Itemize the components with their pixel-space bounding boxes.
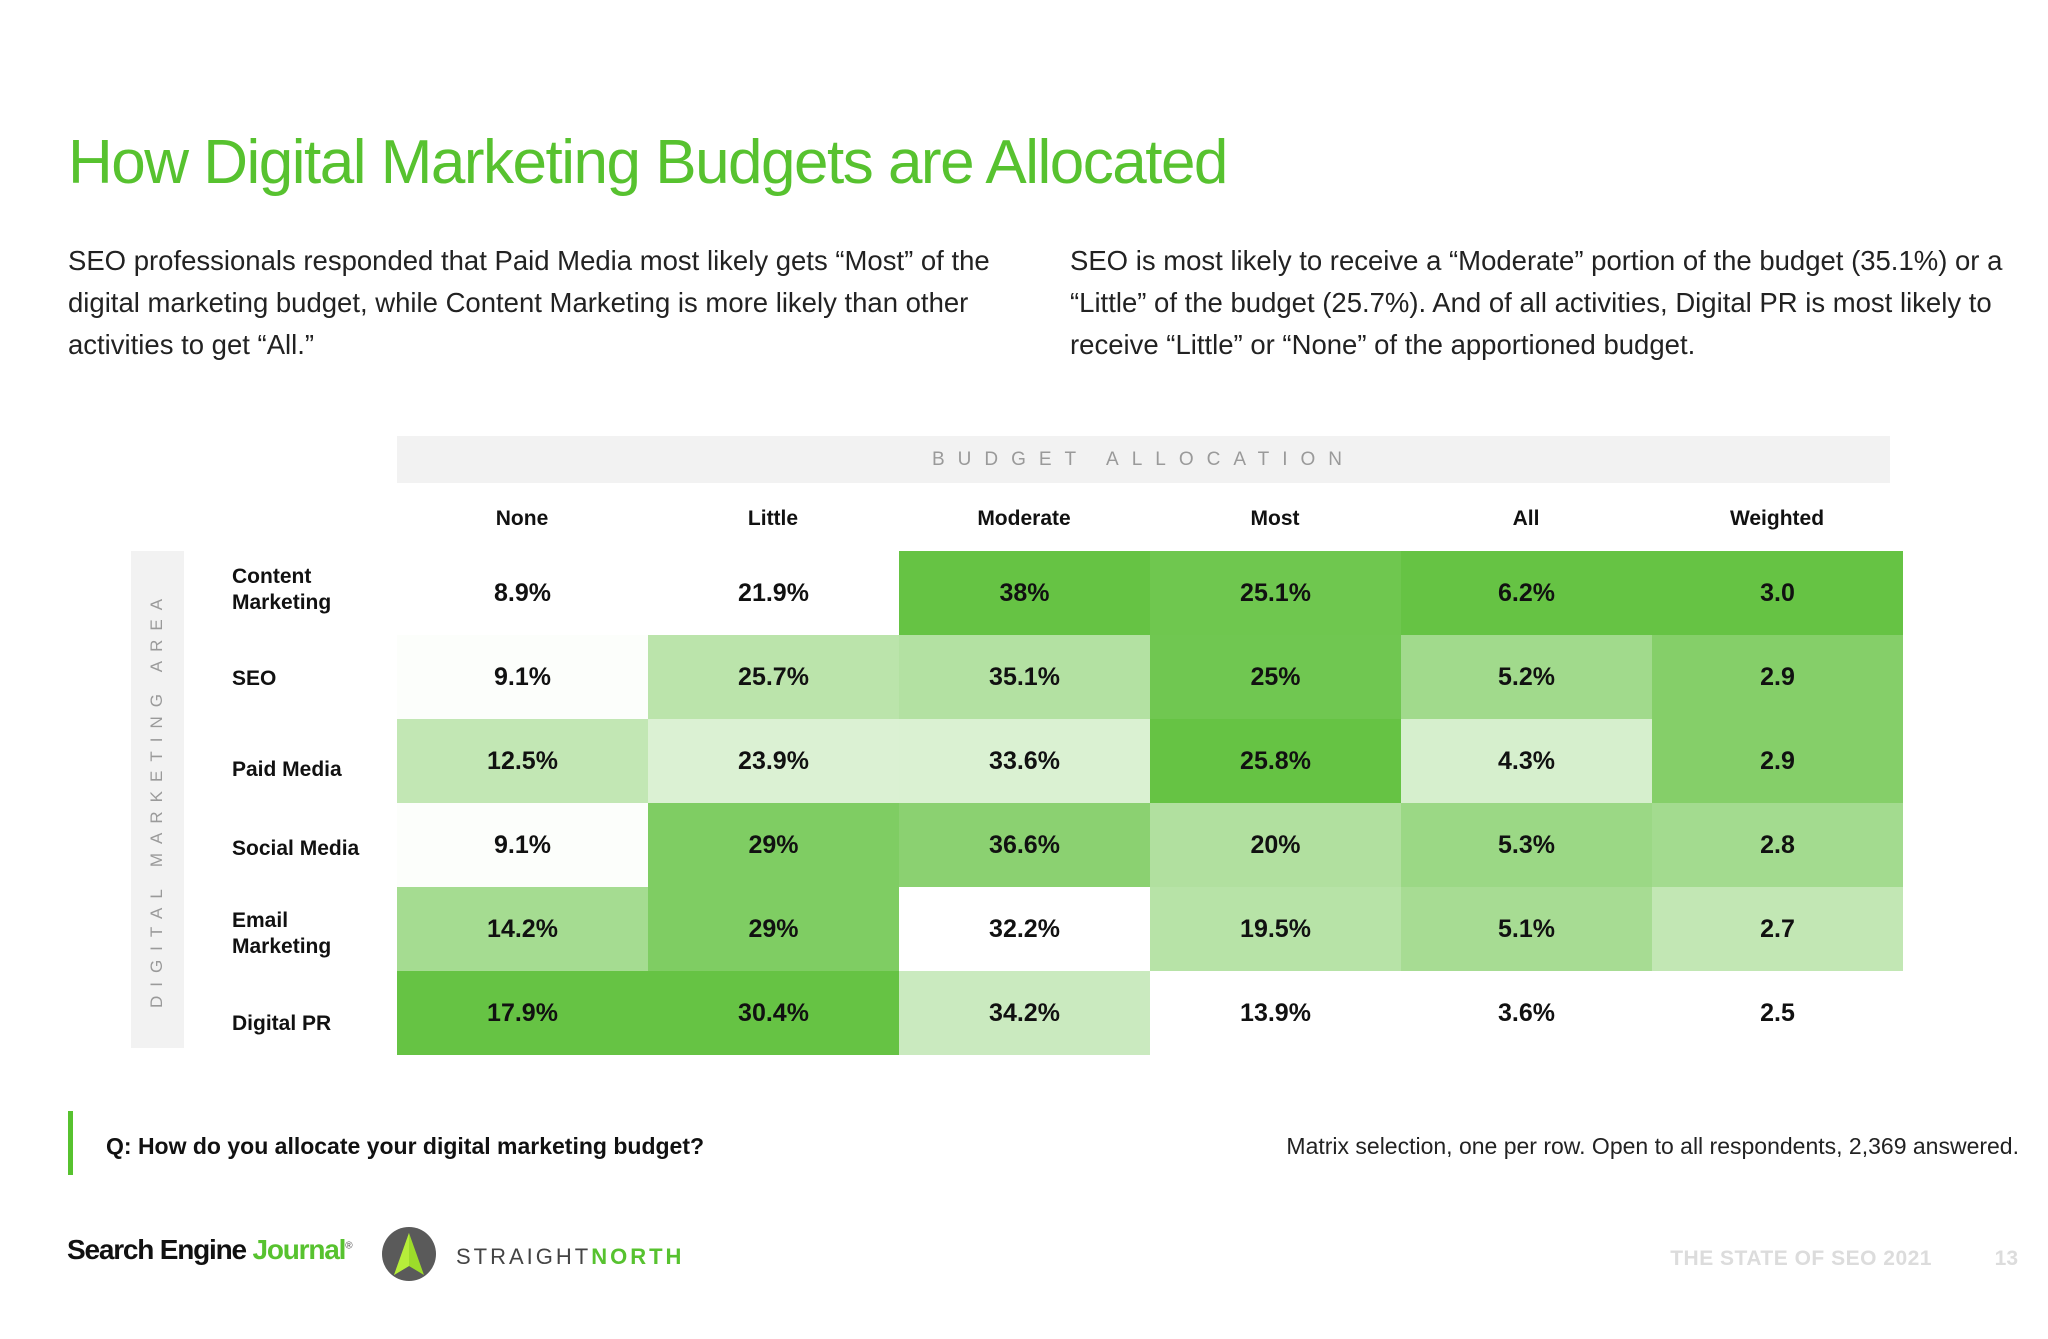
- heatmap-cell: 20%: [1150, 803, 1401, 887]
- heatmap-cell: 8.9%: [397, 551, 648, 635]
- report-title: THE STATE OF SEO 2021: [1670, 1247, 1932, 1270]
- heatmap-cell: 2.7: [1652, 887, 1903, 971]
- heatmap-cell: 2.8: [1652, 803, 1903, 887]
- heatmap-cell: 32.2%: [899, 887, 1150, 971]
- y-axis-title: DIGITAL MARKETING AREA: [147, 589, 166, 1009]
- logo-sej-part1: Search Engine: [67, 1234, 253, 1265]
- row-header-digital-pr: Digital PR: [232, 1012, 332, 1035]
- heatmap-cell: 23.9%: [648, 719, 899, 803]
- column-header-weighted: Weighted: [1729, 507, 1825, 530]
- heatmap-cell: 2.9: [1652, 635, 1903, 719]
- heatmap-cell: 25.7%: [648, 635, 899, 719]
- survey-question: Q: How do you allocate your digital mark…: [106, 1133, 705, 1159]
- heatmap-cell: 30.4%: [648, 971, 899, 1055]
- heatmap-cell: 12.5%: [397, 719, 648, 803]
- straight-north-logo-icon: [382, 1227, 436, 1281]
- page-title: How Digital Marketing Budgets are Alloca…: [68, 128, 1228, 197]
- row-header-social-media: Social Media: [232, 837, 360, 860]
- methodology-note: Matrix selection, one per row. Open to a…: [1286, 1133, 2019, 1159]
- y-axis-band: DIGITAL MARKETING AREA: [131, 551, 184, 1048]
- logo-sej-mark: ®: [345, 1240, 353, 1252]
- heatmap-cell: 35.1%: [899, 635, 1150, 719]
- heatmap-cell: 13.9%: [1150, 971, 1401, 1055]
- logo-sn-part1: STRAIGHT: [456, 1244, 592, 1269]
- heatmap-cell: 36.6%: [899, 803, 1150, 887]
- heatmap-cell: 19.5%: [1150, 887, 1401, 971]
- heatmap-cell: 3.0: [1652, 551, 1903, 635]
- row-header-seo: SEO: [232, 667, 277, 690]
- column-header-moderate: Moderate: [977, 507, 1071, 530]
- heatmap-cell: 5.3%: [1401, 803, 1652, 887]
- column-header-little: Little: [747, 507, 799, 530]
- search-engine-journal-logo: Search Engine Journal®: [67, 1234, 353, 1266]
- row-header-content-marketing: Content Marketing: [232, 565, 332, 614]
- row-header-email-marketing: Email Marketing: [232, 909, 332, 958]
- intro-left-paragraph: SEO professionals responded that Paid Me…: [68, 245, 990, 360]
- column-header-all: All: [1512, 507, 1540, 530]
- heatmap-cell: 5.2%: [1401, 635, 1652, 719]
- column-header-none: None: [495, 507, 549, 530]
- row-header-paid-media: Paid Media: [232, 758, 342, 781]
- heatmap-cell: 34.2%: [899, 971, 1150, 1055]
- logo-sej-part2: Journal: [252, 1234, 347, 1265]
- heatmap-cell: 9.1%: [397, 635, 648, 719]
- heatmap-cell: 38%: [899, 551, 1150, 635]
- heatmap-cell: 2.9: [1652, 719, 1903, 803]
- heatmap-cell: 29%: [648, 887, 899, 971]
- straight-north-logo: STRAIGHTNORTH: [456, 1244, 684, 1270]
- heatmap-cell: 25.1%: [1150, 551, 1401, 635]
- heatmap-cell: 5.1%: [1401, 887, 1652, 971]
- heatmap-cell: 9.1%: [397, 803, 648, 887]
- heatmap-cell: 25%: [1150, 635, 1401, 719]
- heatmap-cell: 25.8%: [1150, 719, 1401, 803]
- column-header-most: Most: [1250, 507, 1300, 530]
- question-accent-bar: [68, 1111, 73, 1175]
- heatmap-cell: 33.6%: [899, 719, 1150, 803]
- heatmap-cell: 29%: [648, 803, 899, 887]
- x-axis-title: BUDGET ALLOCATION: [931, 449, 1355, 470]
- logo-sn-part2: NORTH: [591, 1244, 685, 1269]
- heatmap-cell: 3.6%: [1401, 971, 1652, 1055]
- heatmap-cell: 2.5: [1652, 971, 1903, 1055]
- intro-right-paragraph: SEO is most likely to receive a “Moderat…: [1070, 245, 2003, 360]
- x-axis-band: BUDGET ALLOCATION: [397, 436, 1890, 483]
- heatmap-cell: 14.2%: [397, 887, 648, 971]
- page-number: 13: [1994, 1247, 2018, 1270]
- heatmap-cell: 21.9%: [648, 551, 899, 635]
- heatmap-cell: 17.9%: [397, 971, 648, 1055]
- heatmap-cell: 6.2%: [1401, 551, 1652, 635]
- heatmap-cell: 4.3%: [1401, 719, 1652, 803]
